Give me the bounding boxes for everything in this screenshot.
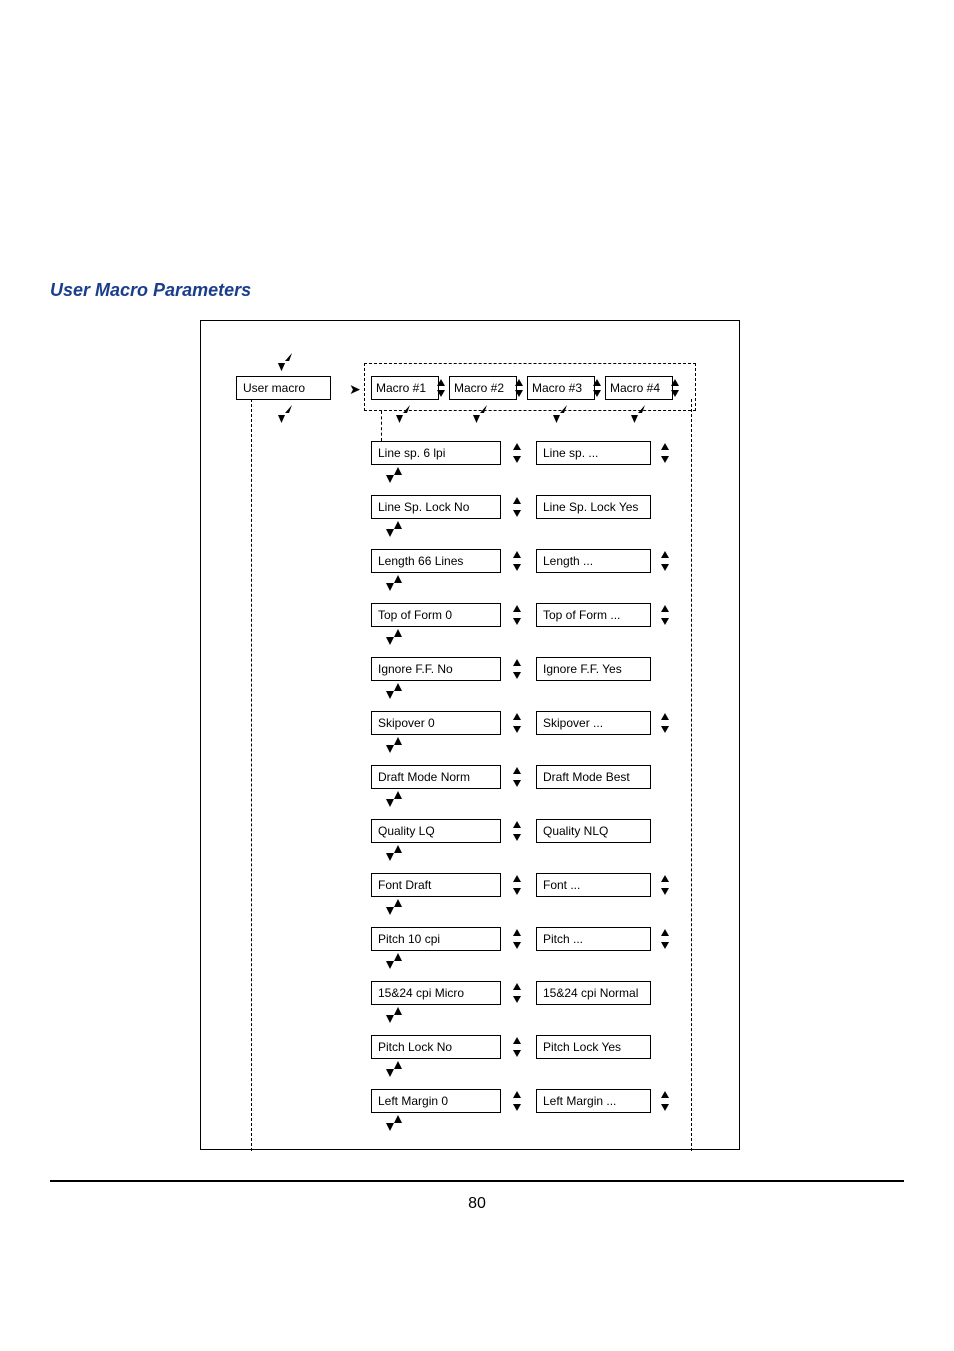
updown-arrow-icon	[511, 821, 523, 846]
param-left-label: Line sp. 6 lpi	[378, 446, 445, 460]
page-number: 80	[0, 1195, 954, 1213]
updown-arrow-icon	[511, 605, 523, 630]
param-right-label: Skipover ...	[543, 716, 603, 730]
param-right-box: Length ...	[536, 549, 651, 573]
param-left-label: Quality LQ	[378, 824, 435, 838]
down-next-arrow-icon	[386, 1115, 402, 1136]
down-next-arrow-icon	[386, 899, 402, 920]
param-left-box: Line Sp. Lock No	[371, 495, 501, 519]
updown-arrow-icon	[511, 929, 523, 954]
down-next-arrow-icon	[386, 521, 402, 542]
param-right-box: Draft Mode Best	[536, 765, 651, 789]
down-next-arrow-icon	[386, 953, 402, 974]
param-left-box: Left Margin 0	[371, 1089, 501, 1113]
param-right-box: Ignore F.F. Yes	[536, 657, 651, 681]
param-left-box: Font Draft	[371, 873, 501, 897]
param-right-box: 15&24 cpi Normal	[536, 981, 651, 1005]
param-right-box: Font ...	[536, 873, 651, 897]
rows-container: Line sp. 6 lpi Line sp. ... Line Sp. Lock …	[201, 321, 739, 1149]
param-right-label: Left Margin ...	[543, 1094, 616, 1108]
down-next-arrow-icon	[386, 737, 402, 758]
param-right-box: Line Sp. Lock Yes	[536, 495, 651, 519]
updown-arrow-icon	[659, 1091, 671, 1116]
param-right-label: Quality NLQ	[543, 824, 608, 838]
down-next-arrow-icon	[386, 575, 402, 596]
param-left-label: Pitch 10 cpi	[378, 932, 440, 946]
param-left-box: 15&24 cpi Micro	[371, 981, 501, 1005]
param-left-label: Font Draft	[378, 878, 431, 892]
param-right-label: Ignore F.F. Yes	[543, 662, 622, 676]
param-left-box: Pitch Lock No	[371, 1035, 501, 1059]
section-heading: User Macro Parameters	[50, 280, 904, 301]
updown-arrow-icon	[659, 605, 671, 630]
updown-arrow-icon	[511, 497, 523, 522]
down-next-arrow-icon	[386, 467, 402, 488]
down-next-arrow-icon	[386, 791, 402, 812]
param-left-label: Left Margin 0	[378, 1094, 448, 1108]
param-left-box: Line sp. 6 lpi	[371, 441, 501, 465]
down-next-arrow-icon	[386, 683, 402, 704]
updown-arrow-icon	[659, 551, 671, 576]
updown-arrow-icon	[659, 443, 671, 468]
footer-rule	[50, 1180, 904, 1182]
param-right-label: Pitch ...	[543, 932, 583, 946]
updown-arrow-icon	[511, 1037, 523, 1062]
down-next-arrow-icon	[386, 629, 402, 650]
param-left-label: Length 66 Lines	[378, 554, 463, 568]
param-right-label: Line Sp. Lock Yes	[543, 500, 638, 514]
updown-arrow-icon	[511, 983, 523, 1008]
param-left-label: Skipover 0	[378, 716, 435, 730]
updown-arrow-icon	[511, 875, 523, 900]
param-left-box: Skipover 0	[371, 711, 501, 735]
param-left-label: Pitch Lock No	[378, 1040, 452, 1054]
down-next-arrow-icon	[386, 845, 402, 866]
updown-arrow-icon	[511, 713, 523, 738]
updown-arrow-icon	[659, 875, 671, 900]
updown-arrow-icon	[659, 713, 671, 738]
param-right-label: Line sp. ...	[543, 446, 598, 460]
param-left-label: 15&24 cpi Micro	[378, 986, 464, 1000]
param-left-box: Ignore F.F. No	[371, 657, 501, 681]
updown-arrow-icon	[511, 551, 523, 576]
param-right-box: Pitch ...	[536, 927, 651, 951]
param-left-box: Quality LQ	[371, 819, 501, 843]
updown-arrow-icon	[511, 659, 523, 684]
down-next-arrow-icon	[386, 1061, 402, 1082]
param-left-label: Ignore F.F. No	[378, 662, 453, 676]
param-left-box: Top of Form 0	[371, 603, 501, 627]
param-right-box: Line sp. ...	[536, 441, 651, 465]
param-left-label: Draft Mode Norm	[378, 770, 470, 784]
param-right-box: Quality NLQ	[536, 819, 651, 843]
param-left-label: Line Sp. Lock No	[378, 500, 469, 514]
param-left-box: Length 66 Lines	[371, 549, 501, 573]
param-right-label: 15&24 cpi Normal	[543, 986, 638, 1000]
param-right-label: Pitch Lock Yes	[543, 1040, 621, 1054]
param-right-label: Top of Form ...	[543, 608, 620, 622]
updown-arrow-icon	[511, 767, 523, 792]
param-right-box: Skipover ...	[536, 711, 651, 735]
updown-arrow-icon	[511, 443, 523, 468]
updown-arrow-icon	[511, 1091, 523, 1116]
param-right-label: Font ...	[543, 878, 580, 892]
param-left-box: Pitch 10 cpi	[371, 927, 501, 951]
diagram-frame: User macro ➤ Macro #1Macro #2Macro #3Mac…	[200, 320, 740, 1150]
param-right-box: Pitch Lock Yes	[536, 1035, 651, 1059]
param-left-box: Draft Mode Norm	[371, 765, 501, 789]
param-right-label: Length ...	[543, 554, 593, 568]
param-right-box: Left Margin ...	[536, 1089, 651, 1113]
param-left-label: Top of Form 0	[378, 608, 452, 622]
updown-arrow-icon	[659, 929, 671, 954]
param-right-label: Draft Mode Best	[543, 770, 630, 784]
param-right-box: Top of Form ...	[536, 603, 651, 627]
down-next-arrow-icon	[386, 1007, 402, 1028]
